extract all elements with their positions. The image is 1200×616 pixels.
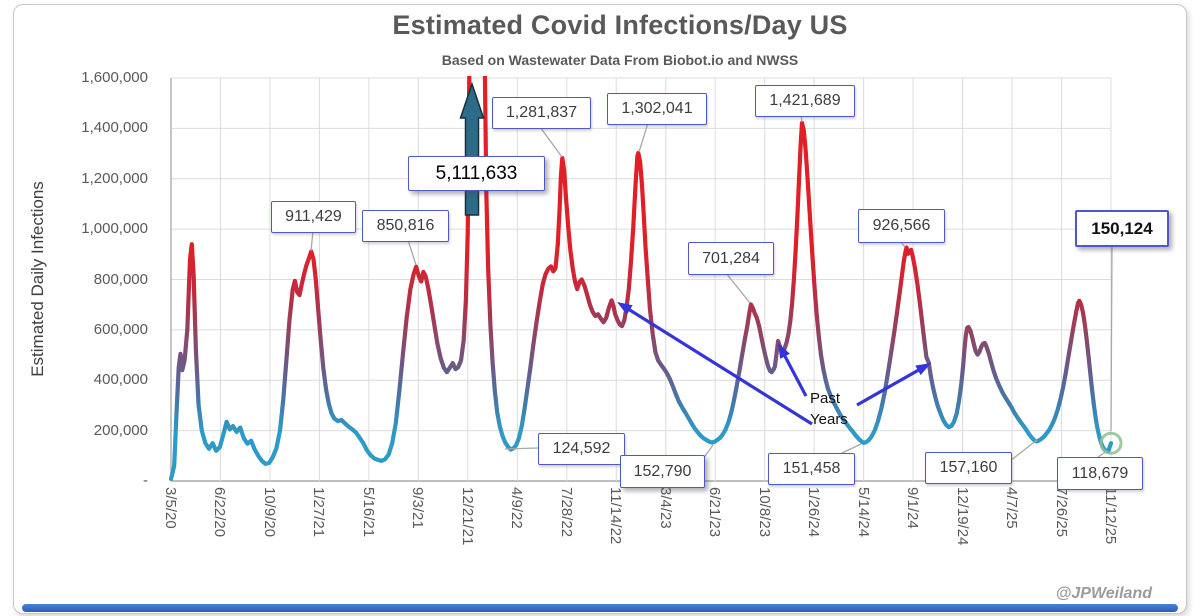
- card-frame: [13, 4, 1187, 614]
- y-tick-label: 200,000: [93, 421, 148, 439]
- x-tick-label: 9/3/21: [409, 487, 427, 529]
- past-years-arrow: [856, 367, 923, 407]
- leader-line: [310, 230, 314, 252]
- y-tick-label: -: [143, 472, 148, 489]
- x-tick-label: 5/16/21: [359, 487, 377, 538]
- annotation-5111633: 5,111,633: [408, 156, 545, 191]
- leader-line: [638, 122, 649, 153]
- x-tick-label: 5/14/24: [854, 487, 872, 538]
- watermark: @JPWeiland: [1055, 585, 1152, 602]
- past-years-arrowhead-icon: [778, 343, 790, 359]
- offscale-peak-arrow-icon: [459, 81, 485, 216]
- y-tick-label: 400,000: [93, 371, 148, 389]
- annotation-152790: 152,790: [620, 455, 705, 488]
- x-tick-label: 1/26/24: [805, 487, 823, 538]
- chart-title: Estimated Covid Infections/Day US: [392, 10, 848, 40]
- leader-line: [504, 447, 539, 450]
- chart-subtitle: Based on Wastewater Data From Biobot.io …: [441, 52, 799, 68]
- leader-line: [539, 126, 563, 158]
- annotation-701284: 701,284: [688, 242, 774, 275]
- x-tick-label: 6/21/23: [706, 487, 724, 538]
- x-tick-label: 11/14/22: [607, 487, 625, 545]
- y-tick-label: 1,400,000: [81, 119, 148, 137]
- x-tick-label: 9/1/24: [904, 487, 922, 529]
- latest-point-marker: [1099, 431, 1123, 455]
- x-tick-label: 11/12/25: [1102, 487, 1119, 545]
- x-tick-label: 12/21/21: [458, 487, 476, 546]
- x-tick-label: 6/22/20: [211, 487, 229, 538]
- annotation-911429: 911,429: [271, 201, 356, 233]
- past-years-line1: Past: [810, 390, 841, 407]
- annotation-1302041: 1,302,041: [607, 93, 707, 125]
- past-years-arrow: [625, 306, 813, 426]
- y-tick-label: 1,000,000: [81, 220, 148, 238]
- annotation-118679: 118,679: [1057, 457, 1143, 490]
- y-tick-label: 1,200,000: [81, 169, 148, 187]
- annotation-150124: 150,124: [1075, 210, 1169, 247]
- past-years-line2: Years: [810, 411, 848, 428]
- annotation-124592: 124,592: [538, 433, 625, 465]
- past-years-arrowhead-icon: [915, 363, 931, 376]
- bottom-accent-bar: [22, 604, 1178, 612]
- leader-line: [1110, 242, 1113, 432]
- annotation-1421689: 1,421,689: [755, 85, 855, 117]
- leader-line: [841, 443, 862, 454]
- past-years-arrow: [781, 351, 808, 397]
- infections-line: [169, 76, 1113, 482]
- annotation-1281837: 1,281,837: [492, 97, 591, 129]
- x-tick-label: 12/19/24: [953, 487, 971, 546]
- x-tick-label: 3/5/20: [162, 487, 179, 529]
- x-tick-label: 10/9/20: [260, 487, 278, 538]
- x-tick-label: 4/7/25: [1003, 487, 1021, 529]
- annotation-850816: 850,816: [362, 210, 449, 242]
- y-tick-label: 1,600,000: [81, 69, 148, 86]
- annotation-157160: 157,160: [925, 452, 1012, 484]
- annotation-151458: 151,458: [768, 453, 855, 485]
- x-tick-label: 7/26/25: [1052, 487, 1070, 538]
- annotation-926566: 926,566: [858, 209, 945, 243]
- leader-line: [725, 272, 751, 304]
- x-tick-label: 10/8/23: [755, 487, 773, 538]
- past-years-arrowhead-icon: [617, 302, 633, 315]
- y-tick-label: 600,000: [93, 320, 148, 338]
- past-years-note: Past Years: [810, 388, 848, 430]
- x-tick-label: 1/27/21: [310, 487, 328, 538]
- x-tick-label: 3/4/23: [656, 487, 674, 529]
- x-tick-label: 7/28/22: [557, 487, 575, 538]
- leader-line: [1009, 439, 1038, 462]
- y-tick-label: 800,000: [93, 270, 148, 288]
- x-tick-label: 4/9/22: [508, 487, 526, 529]
- leader-line: [407, 239, 417, 266]
